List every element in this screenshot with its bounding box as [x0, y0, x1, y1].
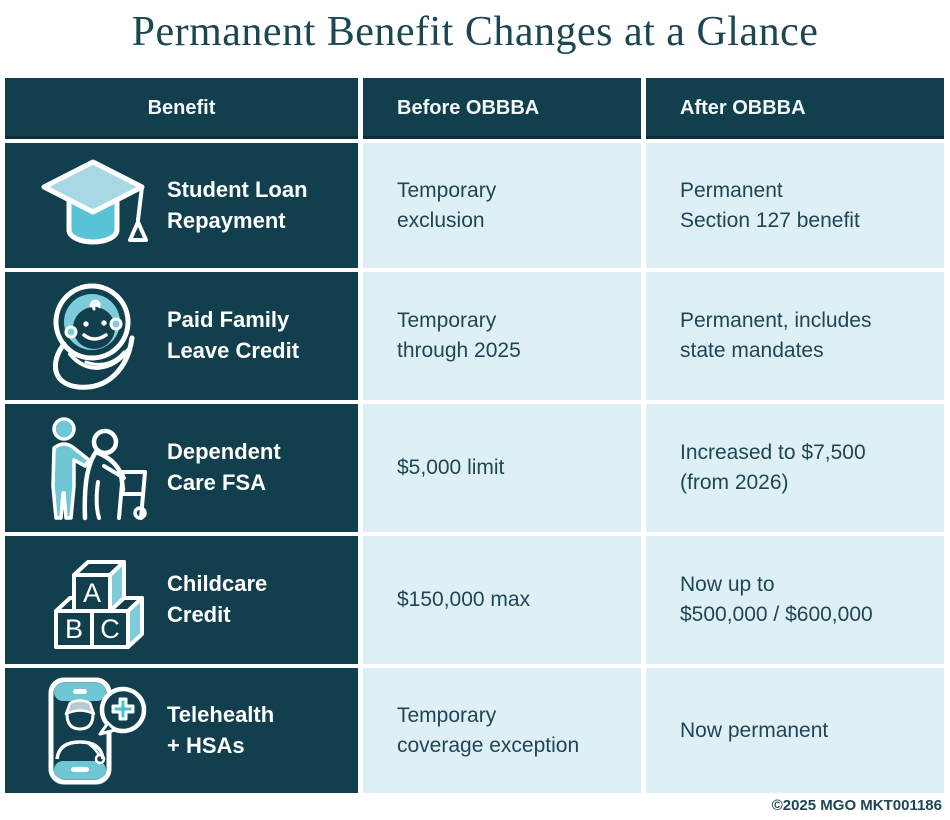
benefits-table: Benefit Before OBBBA After OBBBA Student… [5, 78, 944, 793]
page-title: Permanent Benefit Changes at a Glance [131, 9, 819, 55]
after-cell: Now up to $500,000 / $600,000 [646, 536, 944, 664]
benefit-label: Telehealth + HSAs [167, 701, 275, 758]
after-cell: Permanent, includes state mandates [646, 272, 944, 400]
before-cell: Temporary through 2025 [363, 272, 641, 400]
table-row-benefit-student-loan: Student Loan Repayment [5, 143, 358, 268]
table-row-benefit-dependent-care: Dependent Care FSA [5, 404, 358, 532]
abc-blocks-icon: A B C [35, 547, 151, 653]
copyright-text: ©2025 MGO MKT001186 [771, 797, 942, 814]
before-cell: Temporary coverage exception [363, 668, 641, 793]
header-benefit: Benefit [5, 78, 358, 139]
svg-text:B: B [65, 614, 83, 644]
svg-text:A: A [83, 578, 101, 608]
before-cell: Temporary exclusion [363, 143, 641, 268]
after-cell: Increased to $7,500 (from 2026) [646, 404, 944, 532]
after-cell: Permanent Section 127 benefit [646, 143, 944, 268]
before-cell: $150,000 max [363, 536, 641, 664]
caregiver-walker-icon [35, 414, 151, 522]
header-after-obbba: After OBBBA [646, 78, 944, 139]
graduation-cap-icon [35, 156, 151, 256]
benefit-label: Dependent Care FSA [167, 439, 281, 495]
benefit-label: Student Loan Repayment [167, 176, 308, 233]
header-before-obbba: Before OBBBA [363, 78, 641, 139]
before-cell: $5,000 limit [363, 404, 641, 532]
benefit-label: Paid Family Leave Credit [167, 307, 300, 363]
telehealth-phone-icon [35, 677, 151, 785]
after-cell: Now permanent [646, 668, 944, 793]
table-row-benefit-childcare-credit: A B C Childcare Credit [5, 536, 358, 664]
swaddled-baby-icon [35, 282, 151, 390]
svg-text:C: C [100, 614, 120, 644]
benefit-label: Childcare Credit [167, 571, 268, 627]
table-row-benefit-paid-family-leave: Paid Family Leave Credit [5, 272, 358, 400]
table-row-benefit-telehealth-hsas: Telehealth + HSAs [5, 668, 358, 793]
